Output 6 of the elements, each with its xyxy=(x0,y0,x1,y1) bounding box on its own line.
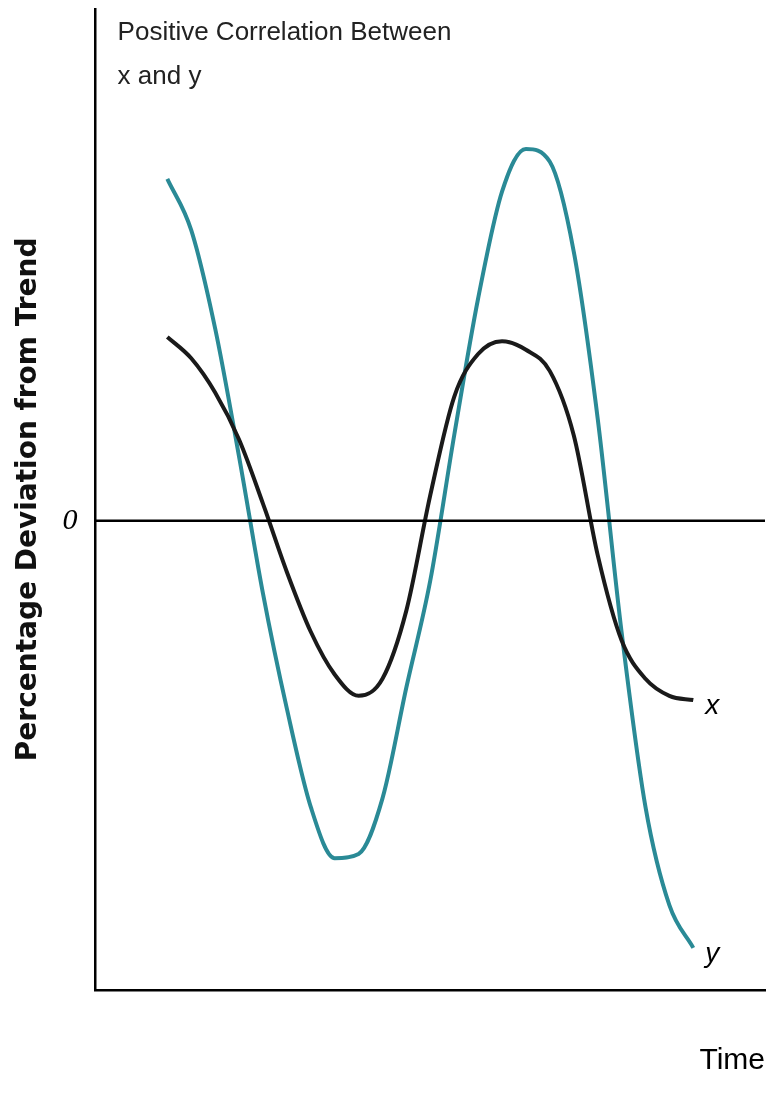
series-label: y xyxy=(703,936,722,968)
chart-title: Positive Correlation Between x and y xyxy=(117,16,452,91)
x-axis-title: Time xyxy=(699,1042,765,1076)
series-label: x xyxy=(703,688,721,720)
y-axis-title: Percentage Deviation from Trend xyxy=(10,237,44,762)
ref-line-label: 0 xyxy=(62,501,78,535)
